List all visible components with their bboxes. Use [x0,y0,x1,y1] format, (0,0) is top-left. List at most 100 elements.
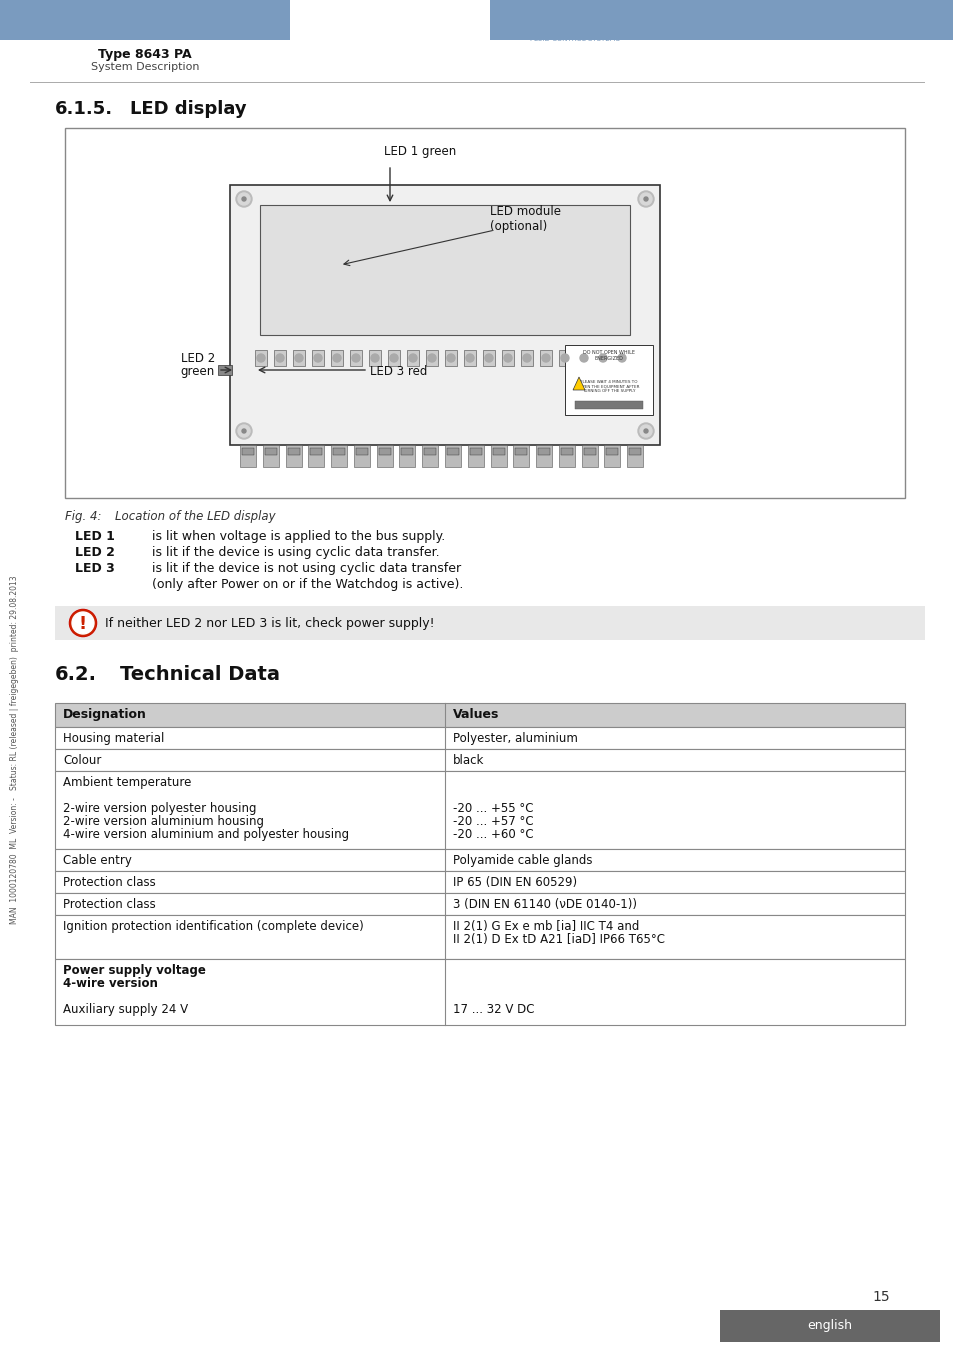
Bar [331,350,343,366]
Bar [492,448,504,455]
Text: Technical Data: Technical Data [120,666,280,684]
Text: Cable entry: Cable entry [63,855,132,867]
Text: Designation: Designation [63,707,147,721]
Text: is lit when voltage is applied to the bus supply.: is lit when voltage is applied to the bu… [152,531,445,543]
Text: Protection class: Protection class [63,898,155,911]
Bar [399,446,415,467]
Circle shape [237,193,250,205]
Text: Polyamide cable glands: Polyamide cable glands [453,855,592,867]
Bar [285,446,301,467]
Bar [547,9,554,16]
Text: LED display: LED display [130,100,247,117]
Text: IP 65 (DIN EN 60529): IP 65 (DIN EN 60529) [453,876,577,890]
Bar [501,350,514,366]
Bar [401,448,413,455]
Bar [467,446,483,467]
Text: LED 2: LED 2 [75,545,114,559]
Circle shape [618,354,625,362]
Circle shape [541,354,550,362]
Circle shape [484,354,493,362]
Bar [260,205,629,335]
Bar [424,448,436,455]
Bar [558,350,571,366]
Bar [520,350,533,366]
Bar [616,350,627,366]
Text: 2-wire version polyester housing: 2-wire version polyester housing [63,802,256,815]
Polygon shape [573,377,584,390]
Circle shape [333,354,340,362]
Circle shape [639,425,651,437]
Bar [422,446,437,467]
Text: LED 1: LED 1 [75,531,114,543]
Bar [55,871,904,892]
Circle shape [275,354,284,362]
Bar [331,446,347,467]
Circle shape [70,610,96,636]
Bar [310,448,322,455]
Text: LED 2: LED 2 [180,352,214,365]
Circle shape [314,354,322,362]
Bar [530,9,536,16]
Bar [606,448,618,455]
Bar [447,448,458,455]
Text: Type 8643 PA: Type 8643 PA [98,49,192,61]
Bar [538,9,544,16]
Bar [539,350,552,366]
Bar [378,448,391,455]
Text: 4-wire version: 4-wire version [63,977,157,990]
Text: 2-wire version aluminium housing: 2-wire version aluminium housing [63,815,264,828]
Circle shape [428,354,436,362]
Bar [513,446,529,467]
Text: -20 ... +57 °C: -20 ... +57 °C [453,815,533,828]
Circle shape [237,425,250,437]
Bar [376,446,393,467]
Text: 3 (DIN EN 61140 (νDE 0140-1)): 3 (DIN EN 61140 (νDE 0140-1)) [453,898,637,911]
Text: II 2(1) G Ex e mb [ia] IIC T4 and: II 2(1) G Ex e mb [ia] IIC T4 and [453,919,639,933]
Bar [720,1310,939,1342]
Bar [262,446,278,467]
Bar [629,448,640,455]
Bar [407,350,418,366]
Bar [490,446,506,467]
Text: 4-wire version aluminium and polyester housing: 4-wire version aluminium and polyester h… [63,828,349,841]
Circle shape [409,354,416,362]
Bar [583,448,595,455]
Text: 17 ... 32 V DC: 17 ... 32 V DC [453,1003,534,1017]
Bar [354,446,370,467]
Circle shape [579,354,587,362]
Bar [564,346,652,414]
Text: System Description: System Description [91,62,199,72]
Bar [578,350,589,366]
Bar [604,446,619,467]
Text: Colour: Colour [63,755,101,767]
Circle shape [643,429,647,433]
Text: Fig. 4:: Fig. 4: [65,510,101,522]
Bar [55,915,904,958]
Bar [559,9,615,16]
Bar [240,446,255,467]
Bar [287,448,299,455]
Text: Protection class: Protection class [63,876,155,890]
Circle shape [639,193,651,205]
Circle shape [371,354,378,362]
Circle shape [256,354,265,362]
Text: green: green [180,364,214,378]
Circle shape [235,190,252,207]
Circle shape [235,423,252,439]
Bar [312,350,324,366]
Bar [426,350,437,366]
Bar [55,892,904,915]
Bar [575,401,642,409]
Text: Ambient temperature: Ambient temperature [63,776,192,788]
Bar [55,728,904,749]
Bar [482,350,495,366]
Circle shape [242,197,246,201]
Text: DO NOT OPEN WHILE
ENERGIZED: DO NOT OPEN WHILE ENERGIZED [582,350,635,360]
Circle shape [643,197,647,201]
Text: Values: Values [453,707,498,721]
Circle shape [242,429,246,433]
Bar [293,350,305,366]
Bar [536,446,552,467]
Bar [254,350,267,366]
Text: Polyester, aluminium: Polyester, aluminium [453,732,578,745]
